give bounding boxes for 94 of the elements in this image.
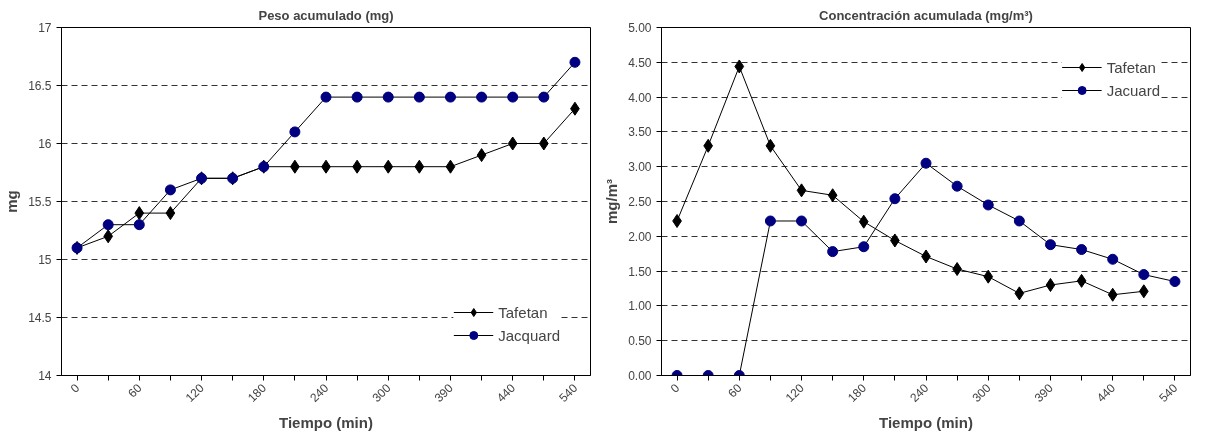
y-tick-label: 0.00 [628,369,652,383]
y-tick-label: 16.5 [28,79,52,93]
point [827,188,838,203]
y-axis-title: mg [3,190,21,213]
x-axis-title: Tiempo (min) [879,414,973,432]
x-tick-label: 60 [725,380,745,401]
x-tick-label: 240 [907,380,932,405]
point [764,215,776,227]
y-tick-label: 16 [38,137,52,151]
y-tick-label: 1.50 [628,264,652,279]
x-tick-label: 390 [1031,380,1056,405]
point [858,241,870,253]
x-tick-label: 0 [67,380,83,396]
point [383,159,394,174]
point [414,159,425,174]
y-tick-label: 5.00 [628,21,652,35]
point [765,138,776,153]
point [982,199,994,211]
y-tick-label: 15.5 [28,195,52,209]
x-tick-label: 120 [782,380,808,405]
point [507,136,518,151]
point [1138,284,1149,299]
point [476,148,487,163]
x-tick-label: 300 [369,380,394,405]
point [1044,239,1056,251]
x-tick-label: 390 [431,380,456,405]
point [796,183,807,198]
legend-label: Jacquard [498,326,560,344]
x-tick-label: 0 [667,380,683,396]
x-tick-label: 440 [1093,380,1119,405]
x-tick-label: 540 [556,380,581,405]
point [320,91,332,103]
point [351,91,363,103]
y-tick-label: 2.00 [628,229,652,244]
point [444,91,456,103]
point [1107,253,1119,265]
point [951,180,963,192]
point [102,219,114,231]
point [1169,276,1181,288]
point [734,59,745,74]
y-tick-label: 15 [38,253,52,267]
point [983,269,994,284]
point [827,246,839,258]
point [445,159,456,174]
point [858,214,869,229]
y-tick-label: 4.50 [628,55,652,70]
x-tick-label: 60 [125,380,145,401]
point [1076,244,1088,256]
x-tick-label: 180 [845,380,870,405]
x-axis-title: Tiempo (min) [279,414,373,432]
point [413,91,425,103]
y-tick-label: 1.00 [628,299,652,314]
point [920,157,932,169]
x-tick-label: 120 [182,380,208,405]
point [1076,273,1087,288]
point [164,184,176,196]
point [569,56,581,68]
point [476,91,488,103]
y-tick-label: 2.50 [628,195,652,209]
legend-label: Tafetan [1106,58,1156,76]
point [703,138,714,153]
point [103,229,114,244]
point [382,91,394,103]
y-tick-label: 14.5 [28,311,52,325]
point [1138,269,1150,281]
x-tick-label: 240 [307,380,332,405]
y-tick-label: 0.50 [628,334,652,349]
y-tick-label: 3.00 [628,160,652,175]
legend-label: Tafetan [498,303,548,321]
point [538,91,550,103]
point [538,136,549,151]
x-tick-label: 180 [245,380,270,405]
x-tick-label: 540 [1156,380,1181,405]
y-tick-label: 14 [38,369,52,383]
y-tick-label: 4.00 [628,90,652,105]
chart-title: Concentración acumulada (mg/m³) [819,7,1033,23]
legend-label: Jacuard [1106,81,1160,99]
point [133,219,145,231]
point [507,91,519,103]
point [1014,286,1025,301]
point [165,206,176,221]
point [796,215,808,227]
point [289,126,301,138]
point [889,193,901,205]
point [1045,278,1056,293]
y-tick-label: 3.50 [628,125,652,140]
y-axis-title: mg/m³ [603,179,621,224]
chart-title: Peso acumulado (mg) [258,7,394,23]
point [1013,215,1025,227]
point [134,206,145,221]
y-tick-label: 17 [38,21,52,35]
point [1107,287,1118,302]
x-tick-label: 300 [969,380,994,405]
x-tick-label: 440 [493,380,519,405]
